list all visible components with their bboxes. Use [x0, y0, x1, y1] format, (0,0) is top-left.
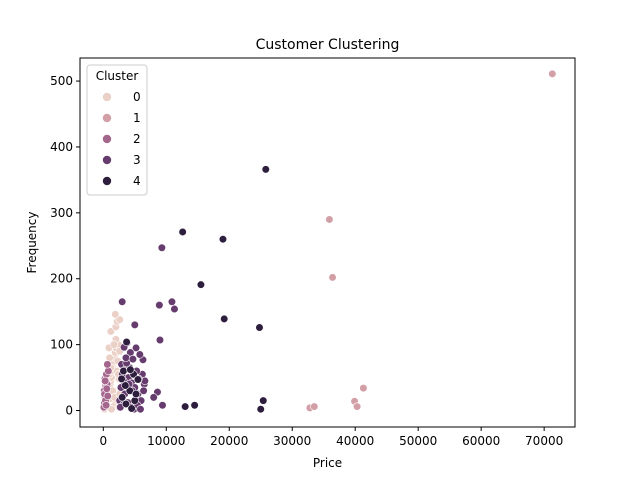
legend-title: Cluster: [96, 69, 139, 83]
data-point-cluster-1: [310, 402, 319, 411]
data-point-cluster-3: [167, 297, 177, 306]
y-axis: 0 100 200 300 400 500: [50, 74, 80, 418]
data-point-cluster-3: [128, 355, 138, 364]
data-point-cluster-4: [220, 314, 229, 324]
data-point-cluster-4: [181, 402, 190, 411]
plot-area: [79, 57, 576, 428]
data-point-cluster-3: [136, 405, 145, 414]
data-point-cluster-1: [325, 215, 334, 224]
legend-label-cluster-0: 0: [133, 90, 141, 104]
data-point-cluster-0: [111, 310, 120, 319]
legend-label-cluster-3: 3: [133, 153, 141, 167]
data-point-cluster-3: [131, 343, 141, 353]
x-tick-label: 60000: [462, 434, 500, 448]
data-point-cluster-4: [119, 366, 128, 376]
data-point-cluster-3: [130, 320, 139, 329]
x-tick-label: 30000: [273, 434, 311, 448]
y-tick-label: 200: [50, 272, 73, 286]
y-tick-label: 0: [65, 404, 73, 418]
x-tick-label: 70000: [525, 434, 563, 448]
legend-label-cluster-1: 1: [133, 111, 141, 125]
data-point-cluster-4: [131, 389, 141, 399]
data-point-cluster-1: [359, 384, 368, 393]
data-point-cluster-4: [218, 235, 228, 244]
data-point-cluster-4: [126, 365, 135, 374]
data-point-cluster-4: [178, 227, 187, 237]
data-point-cluster-4: [122, 337, 131, 347]
legend-marker-cluster-3: [102, 155, 112, 165]
data-point-cluster-3: [149, 393, 158, 402]
data-point-cluster-2: [103, 360, 112, 369]
data-point-cluster-3: [118, 297, 127, 306]
x-tick-label: 0: [99, 434, 107, 448]
data-point-cluster-0: [106, 327, 115, 336]
data-point-cluster-4: [190, 401, 199, 410]
data-point-cluster-4: [127, 404, 136, 413]
scatter-points: [99, 69, 557, 414]
data-point-cluster-4: [125, 386, 134, 395]
legend-marker-cluster-4: [102, 176, 112, 186]
data-point-cluster-1: [548, 69, 557, 78]
data-point-cluster-3: [155, 300, 164, 310]
x-tick-label: 40000: [336, 434, 374, 448]
data-point-cluster-1: [352, 402, 362, 411]
data-point-cluster-3: [170, 304, 179, 314]
x-tick-label: 50000: [399, 434, 437, 448]
data-point-cluster-3: [155, 335, 165, 345]
legend-label-cluster-4: 4: [133, 174, 141, 188]
data-point-cluster-0: [109, 340, 119, 349]
legend: Cluster 0 1 2 3 4: [86, 64, 148, 196]
data-point-cluster-4: [255, 323, 264, 332]
data-point-cluster-2: [102, 401, 111, 410]
data-point-cluster-3: [139, 386, 148, 395]
data-point-cluster-4: [121, 381, 130, 390]
data-point-cluster-2: [103, 391, 112, 401]
x-axis: 0 10000 20000 30000 40000 50000 60000 70000: [99, 427, 563, 448]
legend-marker-cluster-0: [102, 92, 112, 102]
x-tick-label: 20000: [210, 434, 248, 448]
data-point-cluster-3: [135, 350, 144, 359]
y-axis-title: Frequency: [25, 212, 39, 274]
data-point-cluster-4: [133, 375, 143, 384]
data-point-cluster-1: [328, 273, 337, 282]
data-point-cluster-4: [259, 396, 268, 405]
data-point-cluster-4: [261, 165, 270, 174]
data-point-cluster-4: [130, 396, 139, 405]
data-point-cluster-3: [121, 353, 131, 362]
x-tick-label: 10000: [147, 434, 185, 448]
y-tick-label: 100: [50, 338, 73, 352]
data-point-cluster-2: [101, 376, 110, 385]
data-point-cluster-4: [196, 280, 206, 289]
data-point-cluster-3: [158, 401, 167, 410]
data-point-cluster-4: [121, 399, 131, 409]
data-point-cluster-4: [256, 405, 265, 414]
data-point-cluster-2: [102, 384, 111, 393]
y-tick-label: 300: [50, 206, 73, 220]
legend-label-cluster-2: 2: [133, 132, 141, 146]
y-tick-label: 500: [50, 74, 73, 88]
data-point-cluster-4: [118, 393, 127, 402]
data-point-cluster-0: [115, 315, 124, 324]
x-axis-title: Price: [313, 456, 342, 470]
legend-frame: [86, 64, 148, 196]
legend-marker-cluster-1: [102, 113, 112, 123]
data-point-cluster-4: [117, 374, 126, 383]
plot-area-frame: [79, 57, 576, 428]
legend-marker-cluster-2: [102, 134, 112, 144]
data-point-cluster-3: [157, 243, 166, 252]
y-tick-label: 400: [50, 140, 73, 154]
chart-title: Customer Clustering: [256, 37, 400, 53]
